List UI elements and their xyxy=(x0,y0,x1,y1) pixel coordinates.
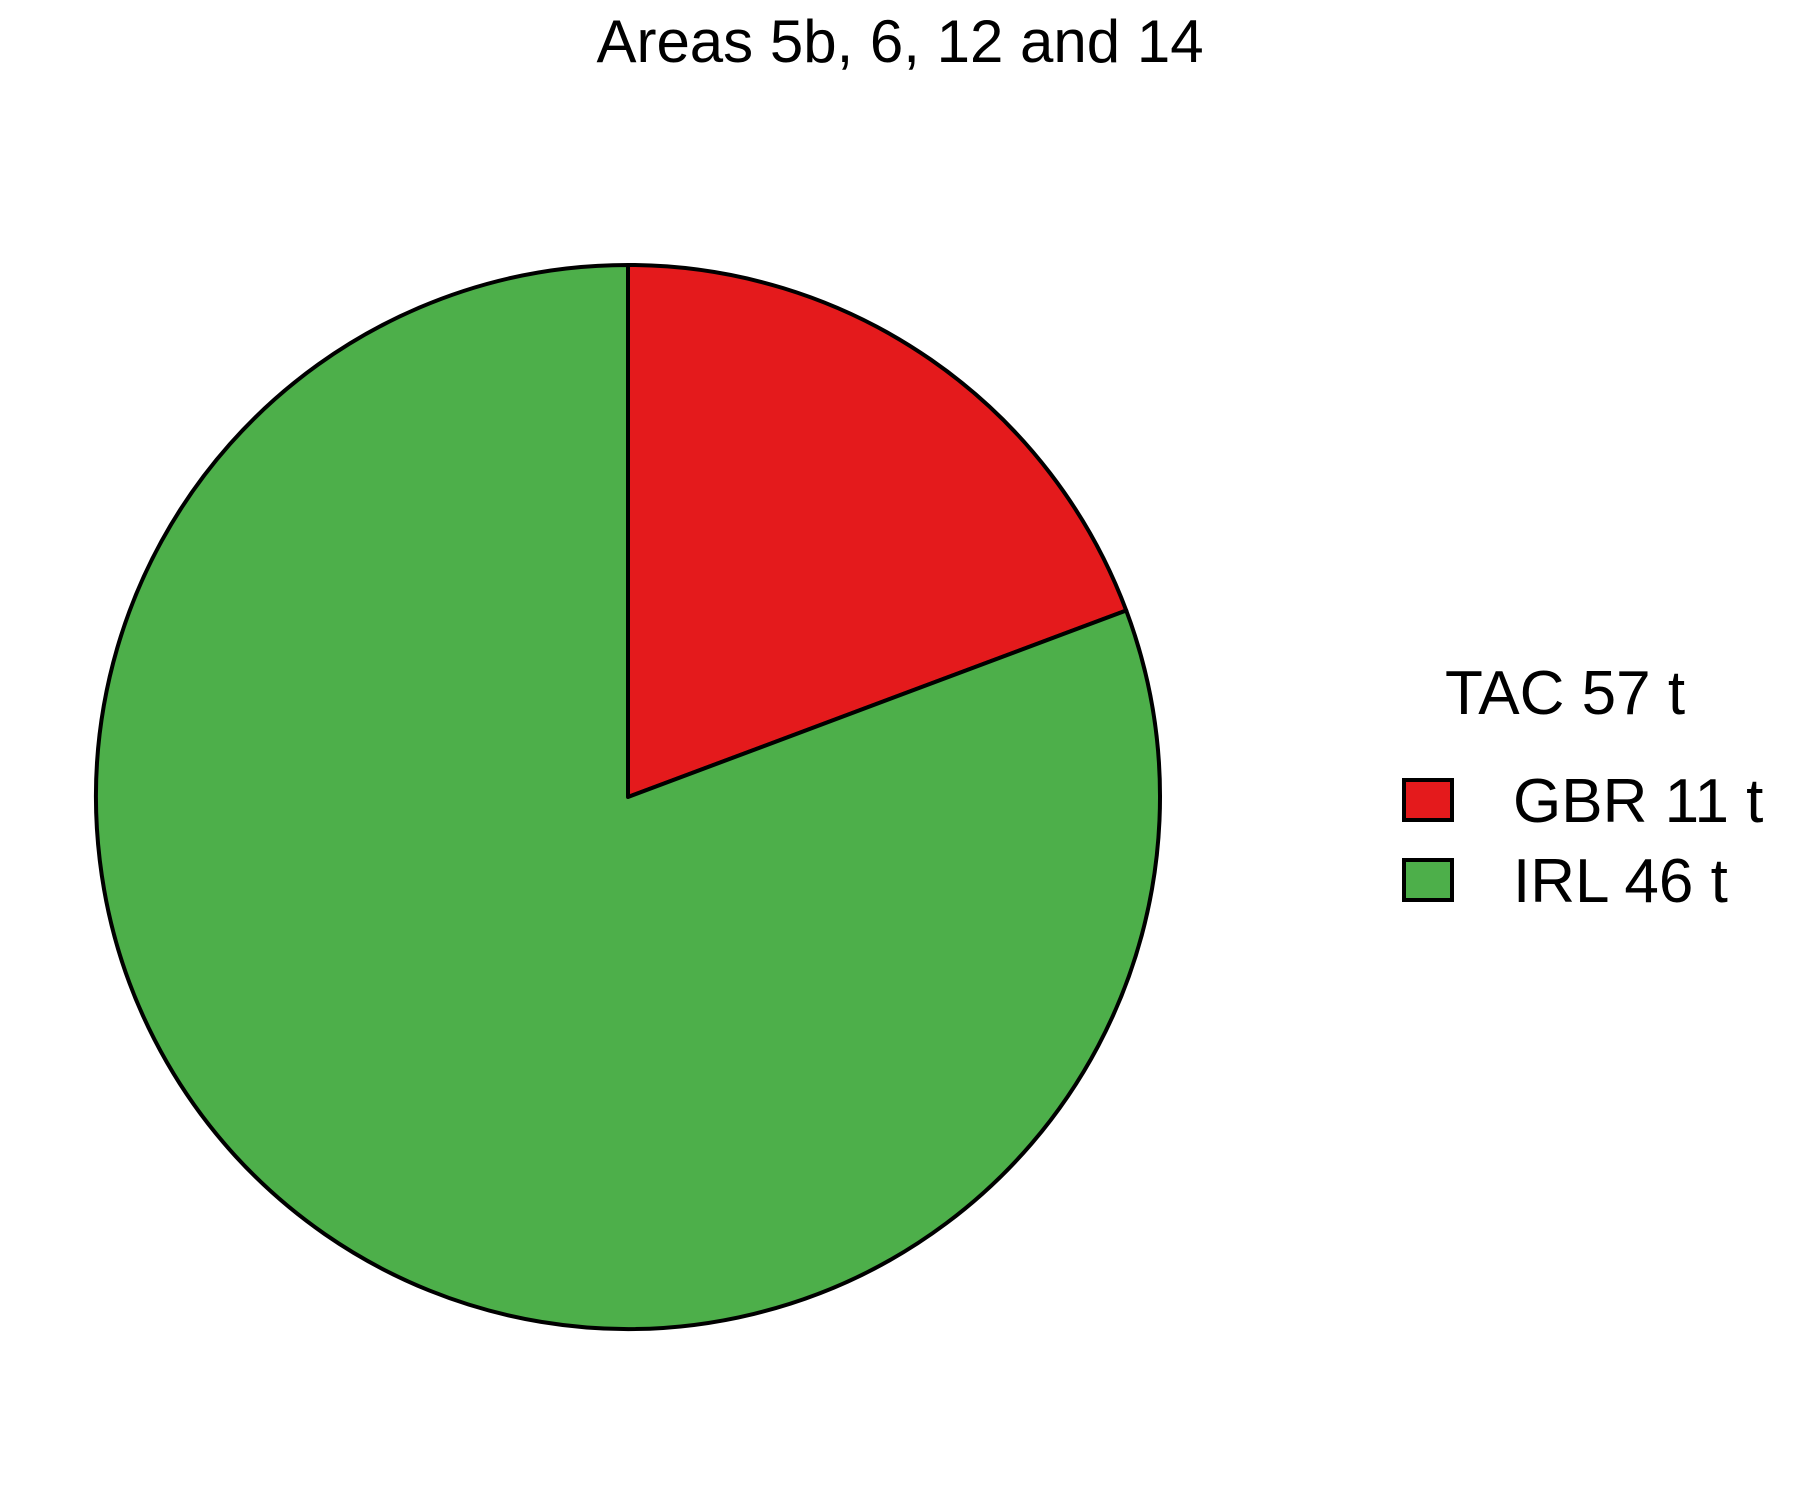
pie-slices xyxy=(94,263,1162,1331)
legend-label-irl: IRL 46 t xyxy=(1513,847,1728,916)
legend-label-gbr: GBR 11 t xyxy=(1513,767,1763,836)
legend-key-irl xyxy=(1402,858,1454,902)
chart-title: Areas 5b, 6, 12 and 14 xyxy=(596,8,1203,75)
legend: TAC 57 t GBR 11 t IRL 46 t xyxy=(1402,659,1763,916)
legend-key-gbr xyxy=(1402,778,1454,822)
legend-title: TAC 57 t xyxy=(1445,659,1685,728)
pie-slice-gbr xyxy=(626,263,1129,799)
pie-slice-irl xyxy=(94,263,1162,1331)
legend-items: GBR 11 t IRL 46 t xyxy=(1402,767,1763,916)
